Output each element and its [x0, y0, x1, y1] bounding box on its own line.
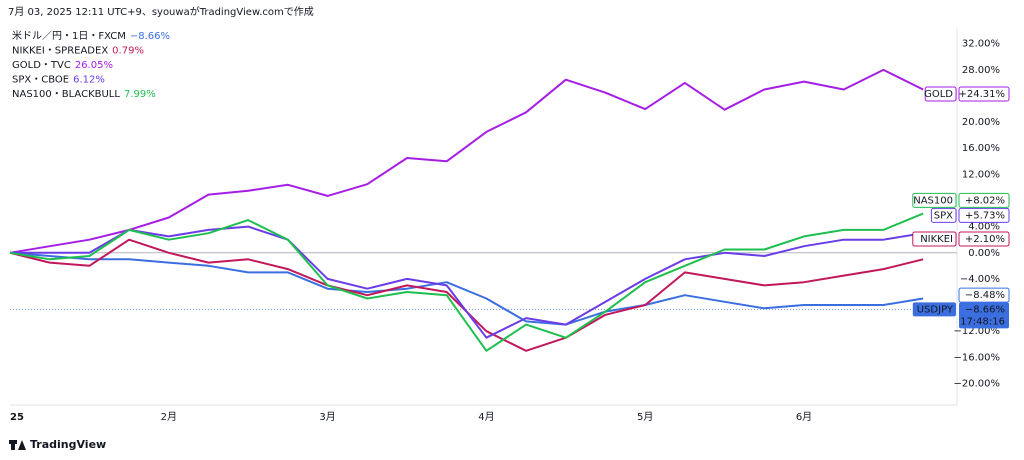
price-box: [959, 302, 1009, 329]
legend-name: SPX・CBOE: [12, 75, 69, 86]
tag-name-box: [912, 192, 957, 208]
x-tick-label: 2月: [161, 411, 177, 423]
series-line: [10, 225, 924, 339]
tag-name: USDJPY: [917, 304, 954, 315]
tag-value-box: [958, 231, 1010, 247]
price-tag: −8.66%17:48:16 USDJPY: [912, 302, 1009, 329]
tag-name-box: [924, 86, 957, 102]
x-tick-label: 6月: [796, 411, 812, 423]
end-tag: +2.10% NIKKEI: [912, 231, 1010, 247]
y-tick-label: 0.00%: [968, 248, 1000, 259]
legend-name: GOLD・TVC: [12, 60, 71, 71]
price-time: 17:48:16: [960, 316, 1005, 327]
legend-change: −8.66%: [130, 31, 170, 42]
y-tick-label: 32.00%: [962, 39, 1000, 50]
y-tick-label: 20.00%: [962, 117, 1000, 128]
y-tick-label: −20.00%: [953, 378, 1000, 389]
tag-value: +2.10%: [965, 234, 1005, 245]
x-tick-label: 5月: [637, 411, 653, 423]
end-tag: +8.02% NAS100: [912, 192, 1010, 208]
y-tick-label: −12.00%: [953, 326, 1000, 337]
price-value: −8.66%: [965, 304, 1005, 315]
tag-value: −8.48%: [965, 290, 1005, 301]
tag-name: NIKKEI: [920, 234, 953, 245]
logo: [9, 440, 26, 450]
tag-name-box: [912, 302, 956, 317]
tag-value-box: [958, 207, 1010, 223]
series-line: [9, 212, 924, 352]
legend-entry: NAS100・BLACKBULL 7.99%: [12, 89, 156, 100]
tag-value: +8.02%: [965, 195, 1005, 206]
y-tick-label: 28.00%: [962, 65, 1000, 76]
series-line: [9, 68, 924, 254]
y-tick-label: −16.00%: [953, 352, 1000, 363]
end-tag: −8.48%: [958, 287, 1010, 303]
legend-entry: NIKKEI・SPREADEX 0.79%: [12, 46, 144, 57]
header: 7月 03, 2025 12:11 UTC+9、syouwaがTradingVi…: [8, 5, 314, 18]
legend-name: NIKKEI・SPREADEX: [12, 46, 108, 57]
y-tick-label: 4.00%: [968, 222, 1000, 233]
series-line: [9, 238, 924, 352]
y-tick-label: 12.00%: [962, 169, 1000, 180]
legend-change: 7.99%: [124, 89, 156, 100]
end-tag: +5.73% SPX: [930, 207, 1010, 223]
tag-name: GOLD: [924, 89, 953, 100]
legend-change: 6.12%: [73, 75, 105, 86]
end-tag: +24.31% GOLD: [924, 86, 1010, 102]
tag-name-box: [912, 231, 957, 247]
tag-value-box: [958, 192, 1010, 208]
tag-name-box: [930, 207, 957, 223]
tag-value-box: [958, 86, 1010, 102]
tag-name: SPX: [934, 210, 953, 221]
x-tick-label: 25: [10, 412, 24, 423]
legend-entry: GOLD・TVC 26.05%: [12, 60, 113, 71]
tag-value: +24.31%: [958, 89, 1005, 100]
footer-brand: TradingView: [30, 438, 106, 451]
y-tick-label: −4.00%: [960, 274, 1000, 285]
legend-entry: SPX・CBOE 6.12%: [12, 75, 105, 86]
legend-entry: 米ドル／円・1日・FXCM −8.66%: [12, 29, 170, 42]
series-line: [9, 251, 924, 326]
x-tick-label: 4月: [478, 411, 494, 423]
tag-name: NAS100: [913, 195, 953, 206]
legend-change: 0.79%: [112, 46, 144, 57]
legend-name: 米ドル／円・1日・FXCM: [12, 29, 126, 42]
y-tick-label: 16.00%: [962, 143, 1000, 154]
legend-change: 26.05%: [75, 60, 113, 71]
legend-name: NAS100・BLACKBULL: [12, 89, 120, 100]
tag-value: +5.73%: [965, 210, 1005, 221]
tag-value-box: [958, 287, 1010, 303]
x-tick-label: 3月: [319, 411, 335, 423]
